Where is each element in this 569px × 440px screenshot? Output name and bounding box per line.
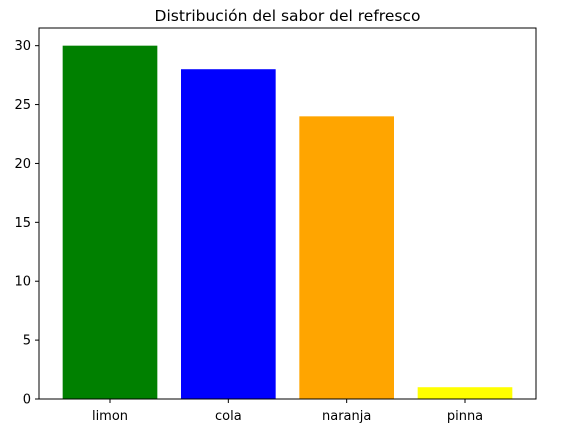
x-axis-ticks: limon cola naranja pinna	[92, 399, 483, 424]
bar-naranja	[299, 116, 394, 399]
bar-cola	[181, 69, 276, 399]
bar-limon	[62, 45, 158, 400]
y-tick-label: 30	[14, 39, 31, 54]
bars-group	[62, 45, 513, 400]
x-tick-label: limon	[92, 409, 128, 424]
y-tick-label: 20	[14, 157, 31, 172]
y-tick-label: 10	[14, 275, 31, 290]
plot-frame	[38, 27, 537, 400]
x-tick-label: pinna	[447, 409, 483, 424]
x-tick-label: naranja	[322, 409, 371, 424]
y-tick-label: 25	[14, 98, 31, 113]
chart-title: Distribución del sabor del refresco	[155, 7, 421, 25]
y-tick-label: 15	[14, 216, 31, 231]
bar-pinna	[417, 387, 513, 399]
y-axis-ticks: 0 5 10 15 20 25 30	[14, 39, 39, 408]
x-tick-label: cola	[215, 409, 242, 424]
y-tick-label: 5	[23, 334, 31, 349]
y-tick-label: 0	[23, 393, 31, 408]
